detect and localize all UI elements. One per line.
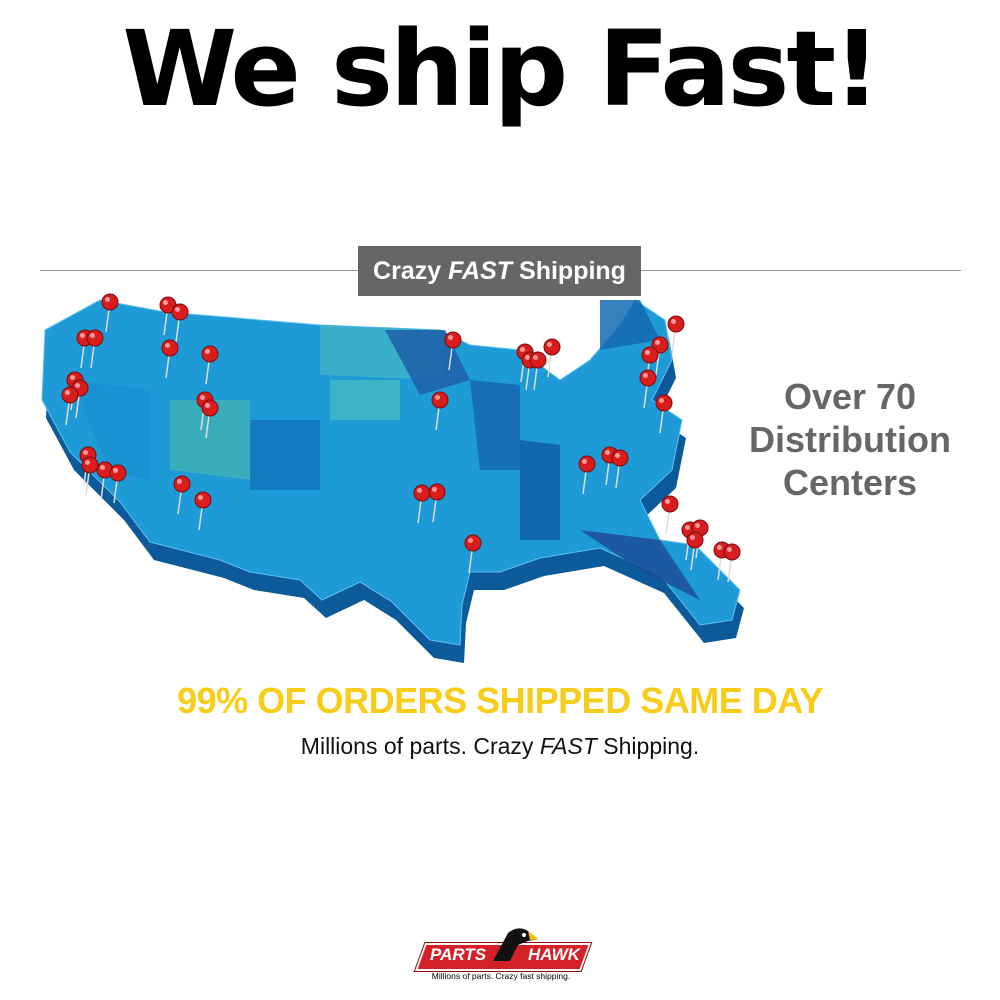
map-pin-icon — [529, 351, 547, 369]
pin-highlight — [727, 547, 732, 552]
pin-highlight — [205, 349, 210, 354]
pin-highlight — [80, 333, 85, 338]
pin-highlight — [645, 350, 650, 355]
map-pin-icon — [444, 331, 462, 349]
same-day-tagline: 99% OF ORDERS SHIPPED SAME DAY — [177, 680, 823, 721]
map-pin-icon — [686, 531, 704, 549]
map-pin-icon — [171, 303, 189, 321]
pin-highlight — [165, 343, 170, 348]
map-pin-icon — [431, 391, 449, 409]
subline-pre: Millions of parts. Crazy — [300, 733, 534, 759]
pin-highlight — [83, 450, 88, 455]
map-pin-icon — [428, 483, 446, 501]
map-pin-icon — [464, 534, 482, 552]
pin-highlight — [690, 535, 695, 540]
map-pin-icon — [543, 338, 561, 356]
map-pin-icon — [661, 495, 679, 513]
map-surface — [41, 299, 741, 646]
subline: Millions of parts. Crazy FAST Shipping. — [0, 733, 1000, 760]
pin-highlight — [163, 300, 168, 305]
map-pin-icon — [655, 394, 673, 412]
map-pin-icon — [101, 293, 119, 311]
pin-highlight — [468, 538, 473, 543]
map-pin-icon — [639, 369, 657, 387]
state-region — [470, 380, 520, 470]
pin-highlight — [100, 465, 105, 470]
pin-highlight — [695, 523, 700, 528]
state-region — [330, 380, 400, 420]
pin-highlight — [525, 355, 530, 360]
map-pin-icon — [109, 464, 127, 482]
pin-highlight — [70, 375, 75, 380]
pin-highlight — [448, 335, 453, 340]
pin-highlight — [175, 307, 180, 312]
map-pin-icon — [667, 315, 685, 333]
state-region — [170, 400, 250, 480]
map-pin-icon — [86, 329, 104, 347]
crazy-fast-shipping-banner: Crazy FAST Shipping — [358, 246, 641, 296]
pin-highlight — [417, 488, 422, 493]
map-pin-icon — [201, 399, 219, 417]
logo-word-hawk: HAWK — [528, 945, 580, 964]
pin-highlight — [659, 398, 664, 403]
state-region — [580, 530, 700, 600]
hawk-icon — [493, 928, 538, 961]
pin-highlight — [177, 479, 182, 484]
divider-right — [641, 270, 961, 271]
pin-highlight — [605, 450, 610, 455]
pin-highlight — [655, 340, 660, 345]
pin-highlight — [643, 373, 648, 378]
map-pin-icon — [173, 475, 191, 493]
us-map — [41, 293, 744, 663]
map-pin-icon — [194, 491, 212, 509]
side-line-3: Centers — [782, 462, 918, 503]
pin-highlight — [435, 395, 440, 400]
side-line-1: Over 70 — [783, 376, 917, 417]
headline: We ship Fast! — [122, 8, 880, 130]
distribution-centers-text: Over 70 Distribution Centers — [730, 375, 970, 504]
pin-highlight — [685, 525, 690, 530]
map-pin-icon — [641, 346, 659, 364]
pin-highlight — [85, 460, 90, 465]
banner-emph: FAST — [448, 256, 513, 285]
pin-highlight — [75, 383, 80, 388]
subline-emph: FAST — [539, 733, 597, 759]
map-pin-icon — [611, 449, 629, 467]
pin-highlight — [717, 545, 722, 550]
pin-highlight — [533, 355, 538, 360]
pin-highlight — [520, 347, 525, 352]
banner-pre: Crazy — [373, 256, 442, 285]
parts-hawk-logo: PARTS HAWK Millions of parts. Crazy fast… — [413, 925, 593, 985]
pin-highlight — [582, 459, 587, 464]
map-pin-icon — [61, 386, 79, 404]
map-pin-icon — [201, 345, 219, 363]
pin-highlight — [665, 499, 670, 504]
pin-highlight — [432, 487, 437, 492]
state-region — [600, 300, 660, 350]
pin-highlight — [65, 390, 70, 395]
logo-word-parts: PARTS — [430, 945, 487, 964]
map-pin-icon — [578, 455, 596, 473]
pin-highlight — [547, 342, 552, 347]
pin-highlight — [90, 333, 95, 338]
state-region — [520, 440, 560, 540]
pin-highlight — [198, 495, 203, 500]
map-pin-icon — [413, 484, 431, 502]
pin-highlight — [615, 453, 620, 458]
map-pin-icon — [161, 339, 179, 357]
pin-highlight — [205, 403, 210, 408]
state-region — [250, 420, 320, 490]
pin-highlight — [671, 319, 676, 324]
pin-highlight — [105, 297, 110, 302]
divider-left — [40, 270, 358, 271]
logo-tagline: Millions of parts. Crazy fast shipping. — [431, 971, 571, 981]
side-line-2: Distribution — [749, 419, 951, 460]
pin-highlight — [113, 468, 118, 473]
map-pin-icon — [723, 543, 741, 561]
map-pin-icon — [81, 456, 99, 474]
banner-post: Shipping — [519, 256, 626, 285]
subline-post: Shipping. — [603, 733, 700, 759]
pin-highlight — [200, 395, 205, 400]
state-region — [70, 380, 150, 480]
